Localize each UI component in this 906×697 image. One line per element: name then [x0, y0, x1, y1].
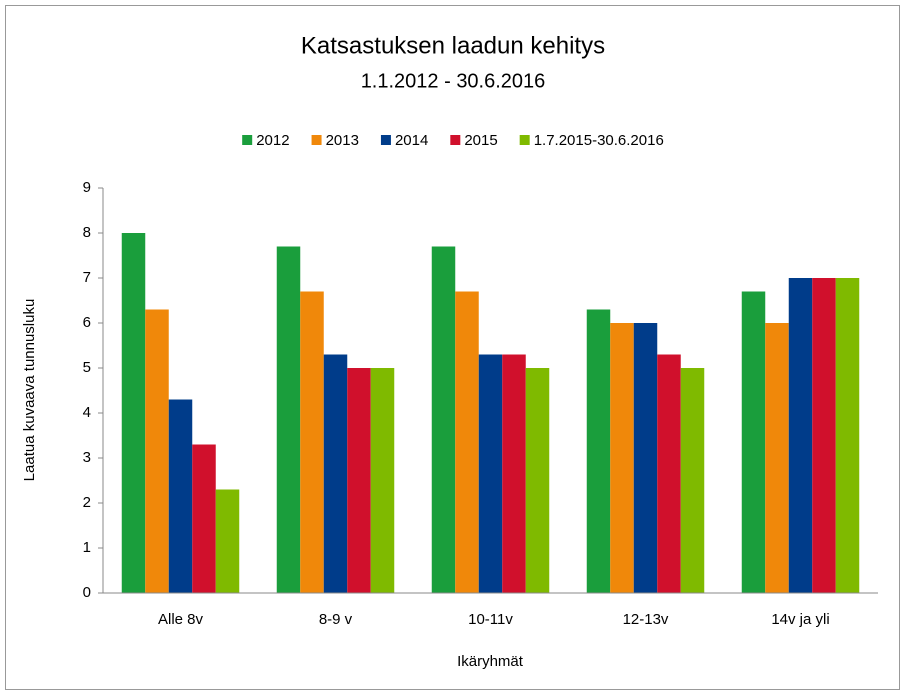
legend-label: 1.7.2015-30.6.2016: [534, 132, 664, 149]
y-tick-label: 2: [83, 494, 91, 511]
bar: [168, 399, 193, 593]
y-tick-label: 0: [83, 584, 91, 601]
bar: [835, 278, 860, 593]
bar: [347, 368, 371, 593]
bar: [765, 323, 789, 593]
bar: [812, 278, 836, 593]
legend-label: 2013: [326, 132, 359, 149]
legend-label: 2015: [464, 132, 497, 149]
bar: [215, 489, 240, 593]
bar: [741, 291, 766, 593]
bar: [121, 233, 146, 593]
x-tick-label: 10-11v: [468, 611, 513, 628]
y-tick-label: 8: [83, 224, 91, 241]
legend-label: 2012: [256, 132, 289, 149]
legend-swatch: [519, 135, 530, 145]
y-axis-label: Laatua kuvaava tunnusluku: [21, 299, 38, 482]
bar: [525, 368, 550, 593]
y-tick-label: 9: [83, 179, 91, 196]
bar: [276, 246, 301, 593]
bar: [680, 368, 705, 593]
legend-swatch: [450, 135, 461, 145]
y-tick-label: 3: [83, 449, 91, 466]
y-tick-label: 7: [83, 269, 91, 286]
bar: [370, 368, 395, 593]
bar: [788, 278, 813, 593]
bar: [657, 354, 681, 593]
legend-swatch: [311, 135, 322, 145]
legend-label: 2014: [395, 132, 428, 149]
x-tick-label: 8-9 v: [319, 611, 353, 628]
x-tick-label: 14v ja yli: [771, 611, 829, 628]
x-tick-label: Alle 8v: [158, 611, 204, 628]
legend-swatch: [380, 135, 391, 145]
y-tick-label: 1: [83, 539, 91, 556]
legend-swatch: [242, 135, 253, 145]
bar: [610, 323, 634, 593]
bar: [431, 246, 456, 593]
x-tick-label: 12-13v: [623, 611, 669, 628]
bar: [478, 354, 503, 593]
y-tick-label: 6: [83, 314, 91, 331]
bar: [455, 291, 479, 593]
bar: [323, 354, 348, 593]
bar: [300, 291, 324, 593]
chart-subtitle: 1.1.2012 - 30.6.2016: [361, 70, 546, 92]
x-axis-label: Ikäryhmät: [457, 653, 524, 670]
bar: [145, 309, 169, 593]
chart-title: Katsastuksen laadun kehitys: [301, 32, 605, 59]
bar: [633, 323, 658, 593]
bar: [502, 354, 526, 593]
y-tick-label: 4: [83, 404, 91, 421]
bar: [586, 309, 611, 593]
bar: [192, 444, 216, 593]
y-tick-label: 5: [83, 359, 91, 376]
